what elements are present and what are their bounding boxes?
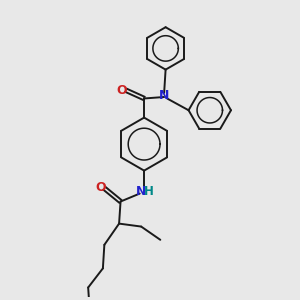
Text: N: N: [135, 185, 146, 198]
Text: N: N: [159, 89, 169, 102]
Text: H: H: [144, 185, 154, 198]
Text: O: O: [116, 84, 127, 97]
Text: O: O: [95, 181, 106, 194]
